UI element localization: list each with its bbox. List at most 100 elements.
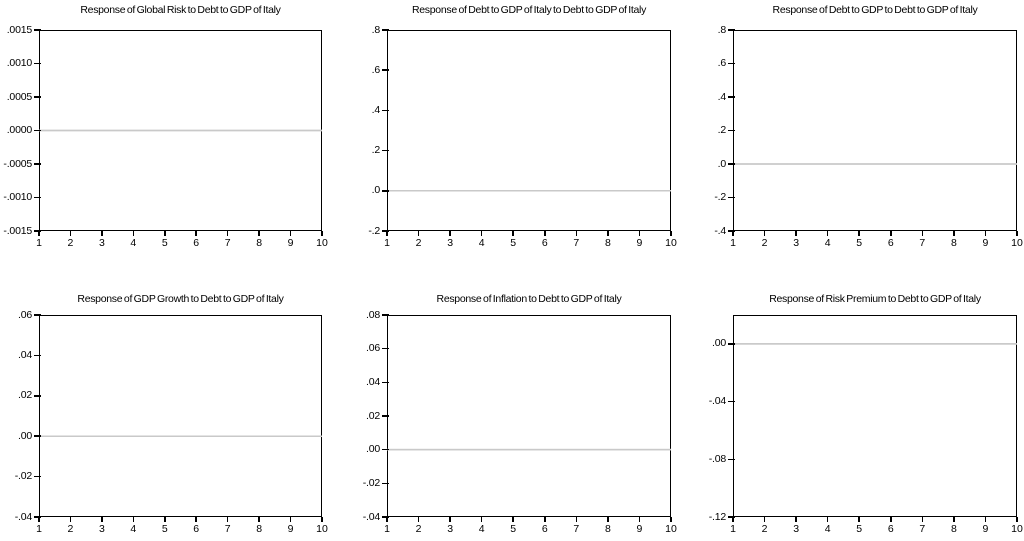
x-tick-label: 5 [510, 523, 517, 535]
y-tick-mark [34, 230, 41, 232]
chart-title: Response of GDP Growth to Debt to GDP of… [77, 293, 284, 305]
x-tick-mark [858, 231, 860, 236]
y-tick-label: .08 [366, 308, 380, 321]
x-tick-label: 3 [447, 237, 454, 249]
y-tick-label: .00 [366, 443, 380, 456]
x-tick-label: 7 [919, 237, 926, 249]
y-tick-label: .2 [717, 124, 727, 136]
y-tick-label: .0 [717, 157, 727, 170]
x-tick-mark [449, 517, 451, 522]
x-tick-mark [69, 231, 72, 236]
y-tick-mark [34, 96, 41, 98]
x-tick-mark [795, 231, 797, 236]
x-tick-label: 4 [478, 237, 485, 249]
x-tick-label: 4 [478, 523, 485, 535]
y-tick-label: .0010 [6, 57, 32, 69]
x-tick-label: 10 [665, 237, 677, 249]
y-tick-mark [728, 62, 735, 65]
x-tick-label: 10 [316, 237, 328, 249]
y-tick-label: .02 [366, 409, 380, 422]
y-tick-label: .0 [371, 184, 381, 197]
chart-title: Response of Global Risk to Debt to GDP o… [80, 4, 281, 16]
x-tick-mark [607, 231, 609, 236]
x-tick-label: 4 [130, 523, 137, 535]
x-tick-label: 7 [224, 237, 231, 249]
x-tick-mark [670, 231, 672, 236]
x-tick-mark [258, 231, 260, 236]
x-tick-mark [763, 517, 766, 522]
x-tick-mark [38, 231, 40, 236]
x-tick-mark [638, 517, 641, 522]
x-tick-label: 8 [256, 523, 263, 535]
y-tick-label: -.08 [708, 452, 726, 465]
x-tick-mark [38, 517, 40, 522]
x-tick-label: 10 [316, 523, 328, 535]
x-tick-label: 7 [573, 237, 580, 249]
x-tick-label: 1 [384, 523, 390, 535]
x-tick-label: 10 [1011, 523, 1023, 535]
y-tick-label: -.2 [368, 224, 380, 237]
x-tick-label: 8 [256, 237, 263, 249]
y-tick-label: .4 [371, 103, 381, 116]
x-tick-label: 9 [636, 237, 643, 249]
x-tick-label: 9 [636, 523, 643, 535]
x-tick-label: 7 [919, 523, 926, 535]
y-tick-mark [728, 230, 735, 232]
y-tick-mark [382, 149, 389, 152]
y-tick-mark [382, 190, 389, 192]
x-tick-label: 6 [887, 523, 894, 535]
y-tick-mark [728, 29, 735, 31]
x-tick-label: 7 [224, 523, 231, 535]
irf-chart: Response of Risk Premium to Debt to GDP … [683, 271, 1024, 541]
x-tick-mark [226, 231, 229, 236]
x-tick-mark [953, 517, 955, 522]
x-tick-mark [195, 231, 197, 236]
x-tick-mark [607, 517, 609, 522]
y-tick-label: -.0015 [3, 224, 32, 237]
y-tick-label: .2 [371, 144, 381, 157]
x-tick-mark [575, 231, 578, 236]
y-tick-label: -.0005 [3, 157, 32, 170]
x-tick-label: 4 [824, 237, 831, 249]
x-tick-mark [890, 231, 892, 236]
x-tick-label: 6 [193, 237, 200, 249]
y-tick-label: -.12 [708, 510, 726, 523]
x-tick-label: 2 [415, 237, 422, 249]
x-tick-label: 2 [415, 523, 422, 535]
x-tick-label: 7 [573, 523, 580, 535]
y-tick-label: .8 [371, 23, 381, 36]
irf-chart: Response of GDP Growth to Debt to GDP of… [0, 271, 341, 541]
x-tick-mark [164, 517, 166, 522]
x-tick-label: 1 [36, 523, 42, 535]
y-tick-mark [34, 62, 41, 65]
y-tick-label: .6 [717, 57, 727, 69]
x-tick-mark [449, 231, 451, 236]
y-tick-label: -.02 [14, 470, 32, 483]
x-tick-label: 8 [604, 523, 611, 535]
y-tick-mark [728, 96, 735, 98]
x-tick-label: 3 [98, 523, 105, 535]
x-tick-mark [890, 517, 892, 522]
y-tick-mark [34, 129, 41, 132]
plot-area [387, 30, 671, 231]
y-tick-mark [728, 163, 735, 165]
x-tick-label: 5 [510, 237, 517, 249]
x-tick-mark [1016, 517, 1018, 522]
x-tick-mark [101, 231, 103, 236]
y-tick-label: -.04 [362, 510, 380, 523]
plot-lines [733, 163, 1017, 165]
x-tick-label: 3 [447, 523, 454, 535]
x-tick-mark [544, 231, 546, 236]
chart-title: Response of Debt to GDP of Italy to Debt… [411, 4, 647, 16]
y-tick-mark [34, 196, 41, 199]
x-tick-label: 3 [98, 237, 105, 249]
y-tick-mark [382, 415, 389, 417]
x-tick-mark [132, 517, 135, 522]
x-tick-label: 2 [67, 237, 74, 249]
x-tick-mark [69, 517, 72, 522]
x-tick-mark [289, 231, 292, 236]
x-tick-label: 10 [1011, 237, 1023, 249]
x-tick-mark [826, 517, 829, 522]
y-tick-mark [34, 163, 41, 165]
